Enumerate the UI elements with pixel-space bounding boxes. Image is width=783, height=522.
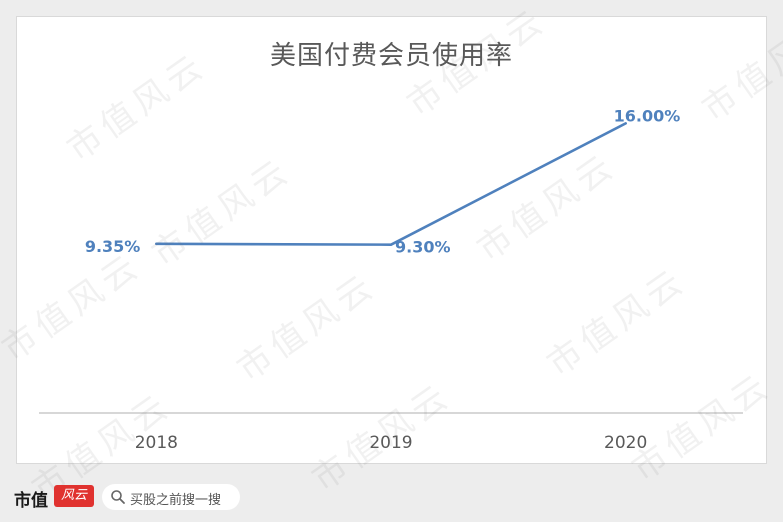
chart-card: 美国付费会员使用率 2018 2019 2020 9.35% 9.30% 16.00% bbox=[16, 16, 767, 464]
data-label: 16.00% bbox=[614, 106, 681, 125]
search-icon bbox=[111, 490, 125, 504]
series-line bbox=[155, 122, 627, 246]
brand-logo: 市值 bbox=[14, 491, 48, 511]
x-tick-label: 2020 bbox=[604, 433, 647, 453]
chart-title: 美国付费会员使用率 bbox=[269, 41, 513, 71]
line-chart: 2018 2019 2020 9.35% 9.30% 16.00% bbox=[39, 106, 743, 453]
x-tick-label: 2018 bbox=[135, 433, 178, 453]
data-label: 9.30% bbox=[395, 238, 451, 257]
search-box[interactable]: 买股之前搜一搜 bbox=[102, 484, 240, 510]
data-label: 9.35% bbox=[85, 237, 141, 256]
footer-bar: 市值 风云 买股之前搜一搜 bbox=[0, 480, 783, 522]
brand-logo-mark: 风云 bbox=[54, 485, 94, 507]
x-tick-label: 2019 bbox=[369, 433, 412, 453]
search-placeholder: 买股之前搜一搜 bbox=[130, 493, 222, 508]
